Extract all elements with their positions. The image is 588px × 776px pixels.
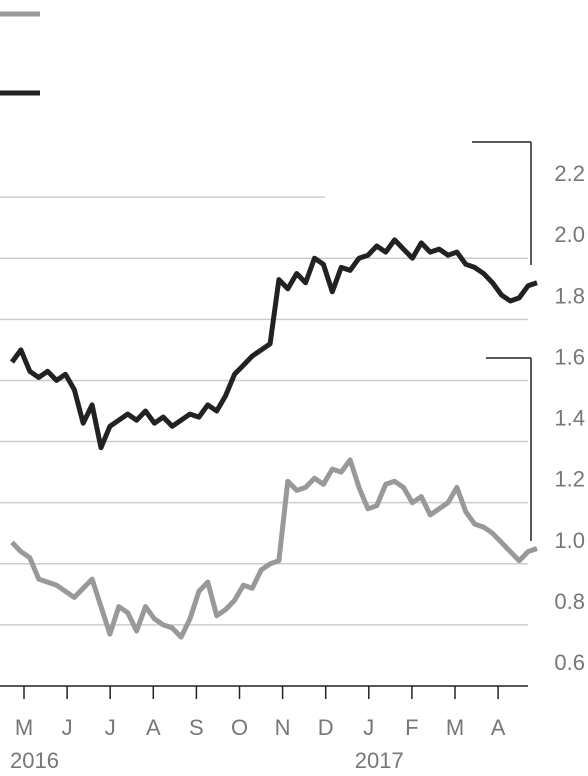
x-tick-label: A [146, 715, 161, 740]
x-tick-label: M [446, 715, 464, 740]
x-tick-label: N [275, 715, 291, 740]
series-line [9, 237, 538, 451]
y-tick-label: 1.6 [554, 344, 585, 369]
x-tick-label: J [105, 715, 116, 740]
y-tick-label: 1.0 [554, 528, 585, 553]
y-tick-label: 2.0 [554, 222, 585, 247]
y-tick-label: 1.4 [554, 406, 585, 431]
x-tick-label: J [363, 715, 374, 740]
x-tick-label: J [62, 715, 73, 740]
y-tick-label: 1.2 [554, 467, 585, 492]
y-tick-label: 0.8 [554, 589, 585, 614]
x-tick-label: F [405, 715, 418, 740]
x-tick-label: S [189, 715, 204, 740]
x-tick-label: M [15, 715, 33, 740]
y-tick-label: 1.8 [554, 283, 585, 308]
y-tick-label: 0.6 [554, 650, 585, 675]
y-tick-label: 2.2 [554, 161, 585, 186]
year-label: 2017 [355, 748, 404, 773]
x-tick-label: D [318, 715, 334, 740]
x-tick-label: O [231, 715, 248, 740]
x-tick-label: A [491, 715, 506, 740]
year-label: 2016 [10, 748, 59, 773]
series-line [10, 457, 538, 640]
